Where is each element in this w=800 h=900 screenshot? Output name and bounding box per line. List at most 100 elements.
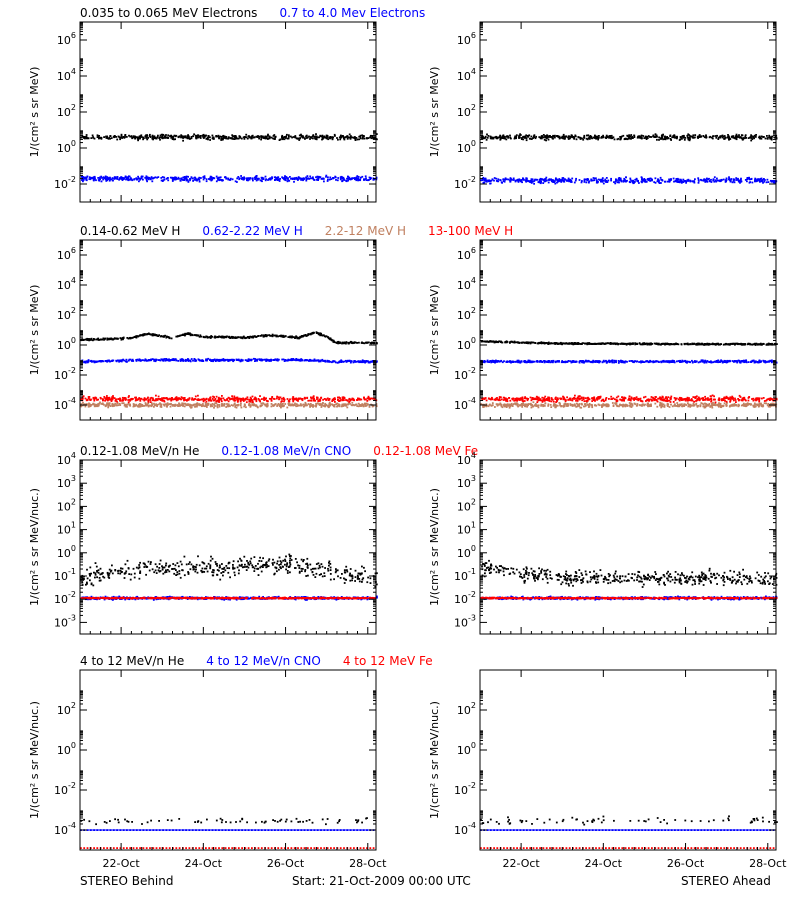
data-point [610,179,612,182]
data-point [527,180,530,182]
data-point [590,179,593,182]
data-point [631,135,634,138]
data-point [348,133,351,136]
data-point [248,136,251,139]
data-point [270,398,272,400]
data-point [291,177,293,180]
data-point [218,176,221,179]
data-point [264,179,267,182]
data-point [145,333,148,336]
data-point [148,176,151,179]
data-point [117,398,120,400]
data-point [321,138,323,141]
data-point [359,134,362,137]
data-point [617,177,620,180]
data-point [156,405,158,407]
data-point [240,399,242,402]
data-point [337,177,340,179]
data-point [682,136,685,139]
data-point [117,135,120,138]
data-point [104,405,107,408]
data-point [487,341,490,343]
data-point [625,180,627,183]
data-point [638,182,640,184]
data-point [166,177,169,179]
data-point [207,402,210,405]
data-point [702,135,705,138]
data-point [250,398,252,400]
data-point [764,179,766,181]
data-point [213,396,215,398]
data-point [105,135,107,138]
data-point [125,136,128,138]
data-point [163,137,166,139]
data-point [184,358,187,361]
data-point [201,398,204,401]
data-point [712,135,714,138]
data-point [198,403,200,405]
data-point [622,134,625,137]
data-point [365,402,368,405]
data-point [669,138,672,140]
data-point [145,177,148,180]
data-point [80,175,83,178]
data-point [655,342,657,345]
data-point [538,180,541,183]
data-point [597,138,599,141]
data-point [339,138,342,141]
data-point [266,334,269,337]
data-point [284,178,286,181]
data-point [645,342,648,345]
data-point [664,180,666,183]
data-point [303,404,306,407]
data-point [155,403,157,406]
data-point [197,134,199,137]
data-point [370,397,373,400]
data-point [93,338,96,341]
data-point [183,179,186,181]
data-point [127,178,129,181]
data-point [194,134,197,137]
data-point [174,405,176,407]
data-point [619,177,622,180]
data-point [274,179,276,181]
data-point [687,178,690,181]
series-0-7-to-4-0-mev-electrons [80,174,378,183]
data-point [641,181,643,184]
data-point [254,397,257,399]
data-point [237,398,240,400]
data-point [190,137,193,140]
data-point [160,403,163,406]
data-point [167,359,170,362]
data-point [90,398,92,401]
data-point [324,402,327,405]
data-point [687,133,690,136]
data-point [363,179,365,181]
data-point [765,181,768,184]
data-point [641,177,643,180]
data-point [206,403,209,406]
data-point [138,397,141,399]
data-point [282,137,285,140]
data-point [131,360,133,362]
data-point [358,138,360,141]
data-point [620,137,622,140]
data-point [284,335,287,337]
data-point [164,397,167,400]
data-point [92,179,95,182]
data-point [766,343,769,345]
data-point [157,398,160,400]
y-tick-base: 10 [57,339,71,352]
data-point [85,176,88,179]
data-point [211,177,214,180]
data-point [196,135,198,137]
data-point [375,133,378,135]
data-point [146,138,149,141]
data-point [103,177,106,180]
data-point [246,177,249,180]
data-point [215,402,218,405]
data-point [238,178,241,181]
data-point [228,335,230,338]
data-point [620,179,623,182]
